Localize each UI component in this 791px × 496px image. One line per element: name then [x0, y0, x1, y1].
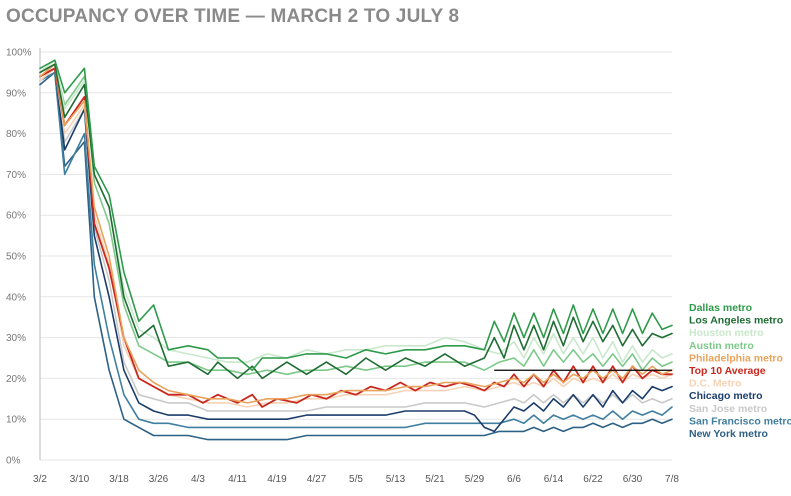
series-line-san-jose-metro	[39, 67, 673, 412]
x-tick-label: 6/6	[507, 474, 521, 485]
y-tick-label: 60%	[6, 211, 26, 222]
legend-entry: New York metro	[689, 428, 768, 440]
axes: 0% 10% 20% 30% 40% 50% 60% 70% 80% 90% 100% 3/2 3/10…	[6, 48, 679, 486]
series-line-new-york-metro	[39, 71, 673, 441]
x-tick-label: 5/29	[465, 474, 485, 485]
legend-entry: Houston metro	[689, 327, 764, 339]
y-tick-label: 90%	[6, 88, 26, 99]
x-tick-label: 4/3	[191, 474, 205, 485]
series-line-top-10-average	[39, 67, 673, 408]
y-tick-label: 40%	[6, 292, 26, 303]
series-line-chicago-metro	[39, 67, 673, 433]
legend-entry: D.C. Metro	[689, 378, 742, 390]
series-line-houston-metro	[39, 59, 673, 363]
series-line-philadelphia-metro	[39, 63, 673, 404]
y-tick-label: 0%	[6, 456, 21, 467]
legend-entry: Los Angeles metro	[689, 315, 783, 327]
x-tick-label: 5/21	[425, 474, 445, 485]
x-tick-label: 5/5	[349, 474, 363, 485]
legend-entry: San Jose metro	[689, 403, 767, 415]
x-tick-label: 4/19	[267, 474, 287, 485]
series-line-dallas-metro	[39, 59, 673, 371]
y-tick-label: 20%	[6, 374, 26, 385]
legend-entry: San Francisco metro	[689, 415, 791, 427]
series-line-los-angeles-metro	[39, 63, 673, 380]
y-tick-label: 100%	[6, 48, 32, 59]
x-tick-label: 4/11	[228, 474, 247, 485]
y-tick-label: 70%	[6, 170, 26, 181]
series-lines	[39, 59, 673, 441]
legend-entry: Top 10 Average	[689, 365, 766, 377]
series-line-austin-metro	[39, 63, 673, 376]
x-tick-label: 5/13	[386, 474, 406, 485]
series-line-san-francisco-metro	[39, 71, 673, 429]
legend-entry: Dallas metro	[689, 302, 752, 314]
x-tick-label: 7/8	[665, 474, 679, 485]
chart-title: OCCUPANCY OVER TIME — MARCH 2 TO JULY 8	[6, 6, 460, 27]
y-tick-label: 30%	[6, 333, 26, 344]
x-tick-label: 6/22	[583, 474, 603, 485]
x-tick-label: 4/27	[307, 474, 327, 485]
x-tick-label: 3/18	[109, 474, 129, 485]
x-tick-label: 6/14	[544, 474, 564, 485]
y-tick-label: 50%	[6, 252, 26, 263]
x-tick-label: 6/30	[623, 474, 643, 485]
y-tick-label: 10%	[6, 415, 26, 426]
x-tick-label: 3/26	[149, 474, 169, 485]
x-tick-label: 3/2	[33, 474, 47, 485]
legend-entry: Philadelphia metro	[689, 352, 783, 364]
x-tick-label: 3/10	[70, 474, 90, 485]
y-tick-label: 80%	[6, 129, 26, 140]
series-line-d-c-metro	[39, 67, 673, 408]
legend-entry: Chicago metro	[689, 390, 763, 402]
legend-entry: Austin metro	[689, 340, 754, 352]
